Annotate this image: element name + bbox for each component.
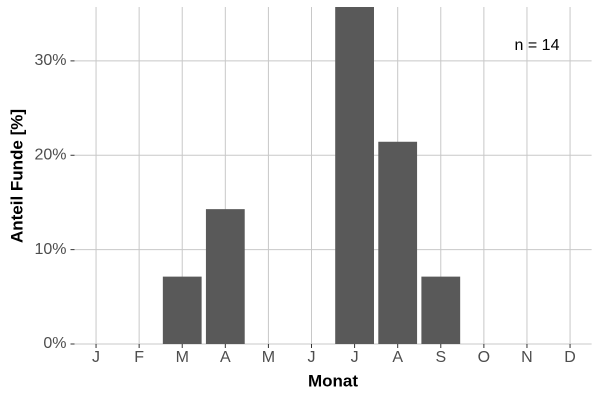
x-tick-label: J (308, 349, 316, 366)
bar (378, 141, 418, 344)
grid (74, 7, 592, 345)
x-tick-label: J (351, 349, 359, 366)
y-axis-title: Anteil Funde [%] (7, 109, 26, 243)
x-tick-label: M (262, 349, 275, 366)
x-tick-label: A (220, 349, 231, 366)
y-tick-label: 10% (34, 241, 66, 258)
x-tick-label: F (134, 349, 144, 366)
x-tick-label: A (392, 349, 403, 366)
x-axis-title: Monat (308, 371, 358, 390)
annotation: n = 14 (515, 37, 560, 54)
bar (205, 209, 245, 344)
bar (162, 276, 202, 344)
y-tick-label: 20% (34, 146, 66, 163)
y-tick-label: 30% (34, 52, 66, 69)
x-tick-label: D (564, 349, 576, 366)
x-tick-label: S (435, 349, 446, 366)
x-tick-label: J (92, 349, 100, 366)
x-tick-label: N (521, 349, 533, 366)
y-tick-label: 0% (43, 335, 66, 352)
bars (162, 7, 461, 344)
bar (335, 7, 374, 344)
bar (421, 276, 461, 344)
x-tick-label: O (478, 349, 490, 366)
x-tick-label: M (176, 349, 189, 366)
